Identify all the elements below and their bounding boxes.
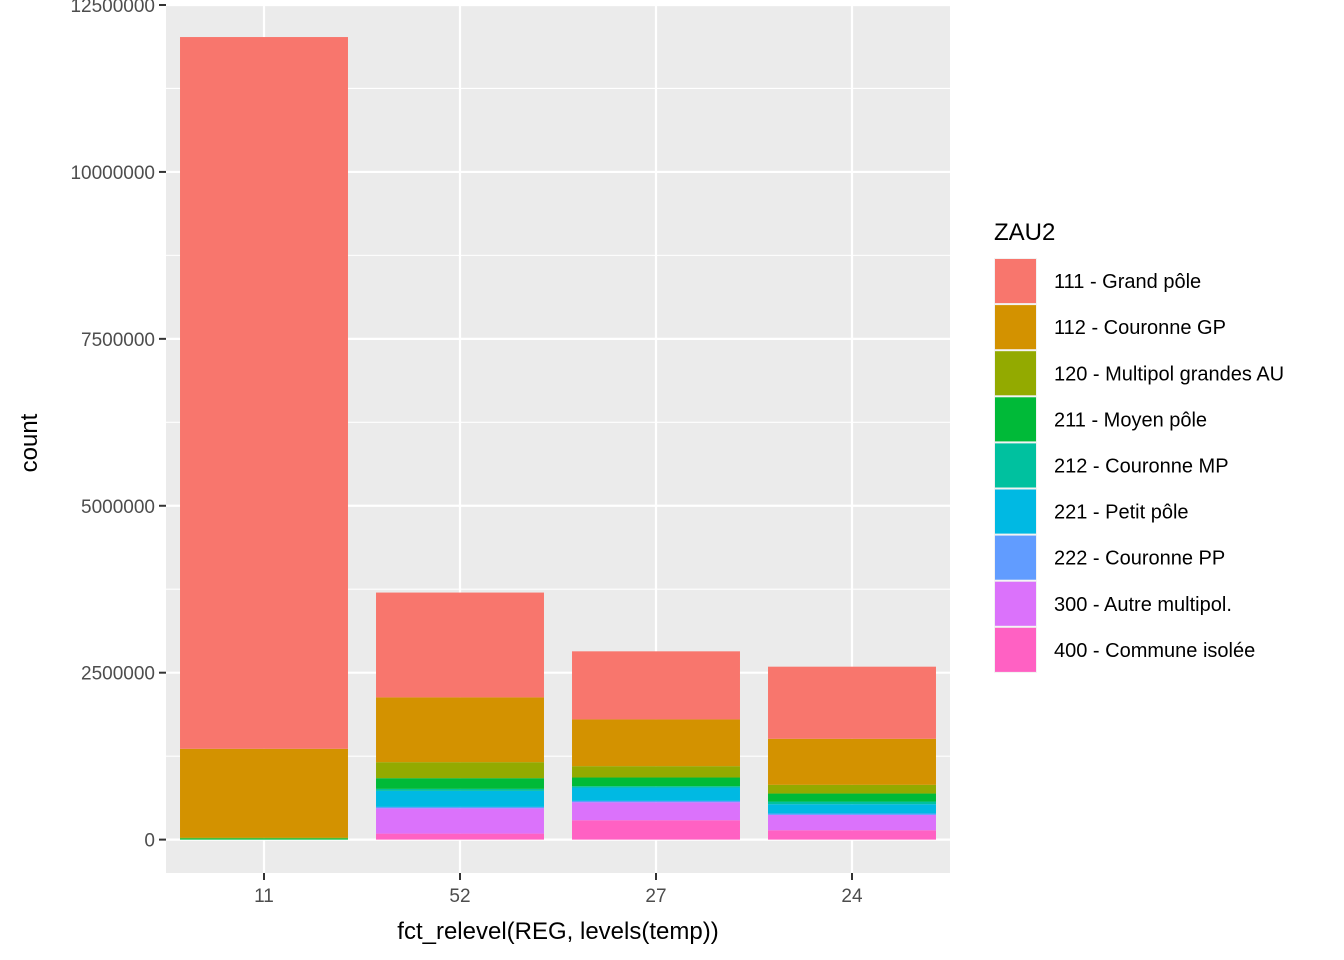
bar-segment — [768, 813, 936, 815]
bar-segment — [376, 592, 544, 698]
x-axis-title: fct_relevel(REG, levels(temp)) — [397, 918, 718, 945]
bar-segment — [376, 833, 544, 840]
bar-segment — [572, 787, 740, 801]
x-axis: 11 52 27 24 — [254, 873, 863, 907]
bar-segment — [376, 762, 544, 779]
legend-label: 111 - Grand pôle — [1054, 271, 1201, 293]
bar-segment — [376, 808, 544, 834]
bar-segment — [572, 800, 740, 803]
bar-segment — [572, 719, 740, 767]
bar-segment — [768, 804, 936, 814]
y-tick-label: 10000000 — [70, 163, 155, 184]
legend-swatch — [995, 397, 1036, 442]
legend-label: 222 - Couronne PP — [1054, 548, 1225, 570]
bar-segment — [572, 766, 740, 778]
legend-swatch — [995, 535, 1036, 580]
x-tick-label: 27 — [645, 886, 666, 907]
legend-label: 112 - Couronne GP — [1054, 317, 1226, 339]
bar-segment — [572, 777, 740, 787]
bar-segment — [180, 37, 348, 749]
legend-swatch — [995, 443, 1036, 488]
legend-label: 221 - Petit pôle — [1054, 502, 1189, 524]
bar-segment — [376, 790, 544, 807]
bar-segment — [768, 801, 936, 805]
bar-segment — [768, 784, 936, 794]
bar-segment — [572, 820, 740, 840]
x-tick-label: 52 — [449, 886, 470, 907]
bar-segment — [768, 830, 936, 840]
x-tick-label: 11 — [254, 886, 274, 907]
legend-label: 400 - Commune isolée — [1054, 640, 1255, 662]
legend-swatch — [995, 351, 1036, 396]
y-axis: 0 2500000 5000000 7500000 10000000 12500000 — [70, 0, 166, 852]
bar-segment — [376, 806, 544, 809]
legend-swatch — [995, 581, 1036, 626]
bars — [180, 37, 936, 840]
legend-label: 211 - Moyen pôle — [1054, 409, 1207, 431]
y-tick-label: 2500000 — [81, 664, 155, 685]
bar-segment — [768, 738, 936, 785]
bar-segment — [768, 666, 936, 739]
bar-segment — [180, 748, 348, 838]
legend-swatch — [995, 305, 1036, 350]
bar-segment — [768, 793, 936, 802]
x-tick-label: 24 — [841, 886, 863, 907]
bar-segment — [572, 802, 740, 821]
y-tick-label: 12500000 — [70, 0, 155, 17]
legend-label: 120 - Multipol grandes AU — [1054, 363, 1284, 385]
bar-segment — [180, 838, 348, 840]
legend-swatch — [995, 489, 1036, 534]
legend: ZAU2 111 - Grand pôle 112 - Couronne GP 12… — [994, 219, 1284, 673]
y-tick-label: 5000000 — [81, 497, 155, 518]
y-tick-label: 0 — [144, 831, 155, 852]
legend-swatch — [995, 627, 1036, 672]
bar-segment — [572, 651, 740, 720]
bar-segment — [572, 786, 740, 788]
legend-swatch — [995, 259, 1036, 304]
legend-label: 300 - Autre multipol. — [1054, 594, 1232, 616]
legend-title: ZAU2 — [994, 219, 1055, 246]
bar-segment — [376, 697, 544, 763]
bar-segment — [180, 837, 348, 839]
y-tick-label: 7500000 — [81, 330, 155, 351]
bar-segment — [376, 788, 544, 791]
bar-segment — [768, 814, 936, 831]
legend-label: 212 - Couronne MP — [1054, 455, 1229, 477]
y-axis-title: count — [16, 413, 43, 472]
bar-segment — [376, 778, 544, 789]
